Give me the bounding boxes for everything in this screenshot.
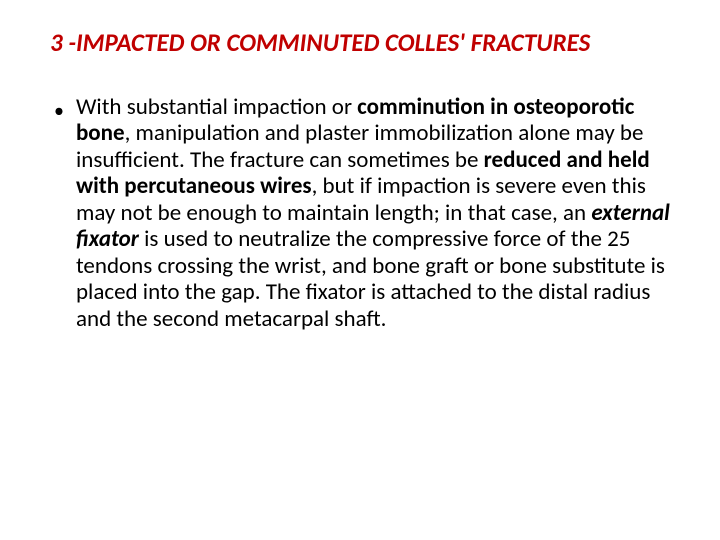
body-paragraph: With substantial impaction or comminutio…	[76, 94, 672, 332]
body-run: is used to neutralize the compressive fo…	[76, 225, 665, 332]
bullet-marker: •	[54, 100, 64, 123]
body-run: With substantial impaction or	[76, 93, 357, 121]
slide: 3 -IMPACTED OR COMMINUTED COLLES' FRACTU…	[0, 0, 720, 540]
bullet-row: • With substantial impaction or comminut…	[48, 94, 672, 332]
slide-title: 3 -IMPACTED OR COMMINUTED COLLES' FRACTU…	[50, 28, 672, 58]
